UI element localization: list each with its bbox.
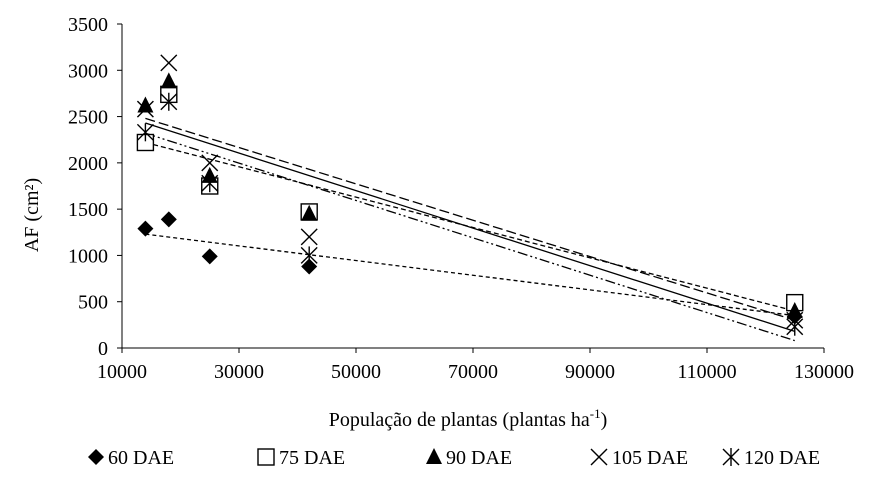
x-tick-label: 10000 <box>97 361 147 383</box>
legend-label-90-dae: 90 DAE <box>446 447 512 469</box>
x-tick-label: 30000 <box>214 361 264 383</box>
point-90-dae <box>786 301 803 318</box>
legend-label-75-dae: 75 DAE <box>279 447 345 469</box>
y-tick-label: 1500 <box>68 199 108 221</box>
x-tick-label: 50000 <box>331 361 381 383</box>
point-120-dae <box>786 317 804 336</box>
point-105-dae <box>300 228 318 246</box>
legend-marker-60-dae <box>88 449 104 465</box>
legend-item-105-dae: 105 DAE <box>590 447 688 469</box>
data-points <box>136 54 804 336</box>
legend-marker-105-dae-stroke <box>590 448 608 466</box>
point-60-dae <box>301 258 318 275</box>
point-90-dae <box>137 96 154 113</box>
legend-label-120-dae: 120 DAE <box>744 447 820 469</box>
trendline-120-dae <box>145 132 795 342</box>
trendline-60-dae <box>145 233 795 317</box>
y-tick-label: 0 <box>98 338 108 360</box>
point-105-dae-stroke <box>201 154 219 172</box>
point-120-dae <box>300 246 318 265</box>
trendline-90-dae <box>145 117 795 321</box>
x-axis-title-suffix: ) <box>601 409 608 431</box>
legend-item-90-dae: 90 DAE <box>426 447 512 469</box>
point-105-dae-stroke <box>136 100 154 118</box>
point-120-dae <box>201 174 219 193</box>
legend-label-105-dae: 105 DAE <box>612 447 688 469</box>
legend-marker-75-dae <box>257 448 275 466</box>
legend-marker-90-dae <box>426 448 442 464</box>
point-90-dae <box>160 72 177 89</box>
y-tick-label: 2500 <box>68 107 108 129</box>
x-tick-label: 110000 <box>677 361 736 383</box>
y-tick-label: 500 <box>78 292 108 314</box>
legend-item-120-dae: 120 DAE <box>722 447 820 469</box>
y-tick-label: 1000 <box>68 245 108 267</box>
legend: 60 DAE 75 DAE 90 DAE 105 DAE 120 DAE <box>88 447 820 469</box>
point-60-dae <box>137 220 154 237</box>
x-tick-label: 70000 <box>448 361 498 383</box>
point-60-dae <box>201 248 218 265</box>
point-105-dae-stroke <box>300 228 318 246</box>
legend-marker-105-dae <box>590 448 608 466</box>
legend-item-60-dae: 60 DAE <box>88 447 174 469</box>
x-tick-label: 90000 <box>565 361 615 383</box>
x-axis-title: População de plantas (plantas ha-1) <box>329 406 608 431</box>
point-60-dae <box>160 211 177 228</box>
trendline-105-dae <box>145 122 795 332</box>
x-axis-title-main: População de plantas (plantas ha <box>329 409 590 431</box>
point-105-dae <box>201 154 219 172</box>
y-tick-label: 3500 <box>68 14 108 36</box>
axes: 0 500 1000 1500 2000 2500 3000 3500 10000 30000 50… <box>68 14 854 383</box>
trend-lines <box>145 117 795 342</box>
y-tick-label: 2000 <box>68 153 108 175</box>
x-axis-title-superscript: -1 <box>590 406 601 421</box>
legend-marker-120-dae <box>722 448 740 466</box>
point-105-dae <box>136 100 154 118</box>
y-axis-title: AF (cm²) <box>21 178 43 252</box>
point-120-dae <box>136 123 154 142</box>
legend-label-60-dae: 60 DAE <box>108 447 174 469</box>
x-tick-label: 130000 <box>794 361 854 383</box>
point-90-dae <box>301 204 318 221</box>
point-105-dae-stroke <box>160 54 178 72</box>
point-105-dae <box>160 54 178 72</box>
legend-item-75-dae: 75 DAE <box>257 447 345 469</box>
point-120-dae <box>160 92 178 111</box>
y-tick-label: 3000 <box>68 60 108 82</box>
